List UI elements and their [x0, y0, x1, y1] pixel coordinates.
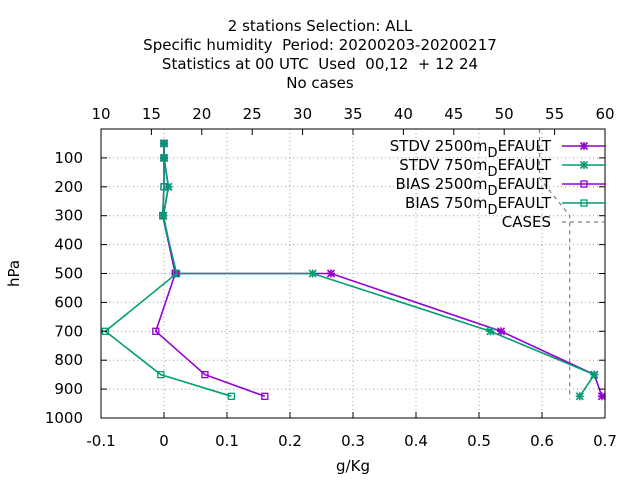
- marker-box: [159, 212, 167, 220]
- marker-box: [261, 392, 269, 400]
- square-marker: [172, 269, 181, 278]
- legend-entry: STDV 2500mDEFAULT: [390, 137, 606, 161]
- square-marker: [159, 212, 167, 220]
- marker-box: [160, 183, 168, 191]
- x-tick-label: -0.1: [86, 432, 115, 450]
- title-line-2: Specific humidity Period: 20200203-20200…: [143, 36, 497, 54]
- y-axis-label: hPa: [5, 260, 23, 287]
- x-tick-label: 0.4: [404, 432, 428, 450]
- legend-label-tail: EFAULT: [498, 194, 552, 212]
- x2-tick-label: 50: [495, 105, 514, 123]
- square-marker: [580, 180, 588, 188]
- legend-label-subscript: D: [488, 146, 498, 161]
- legend-label-main: BIAS 2500m: [395, 175, 487, 193]
- x2-tick-label: 55: [545, 105, 564, 123]
- legend-entry: BIAS 2500mDEFAULT: [395, 175, 606, 199]
- x-axis-label: g/Kg: [336, 457, 370, 475]
- legend-label: CASES: [502, 213, 551, 231]
- x-tick-label: 0: [159, 432, 169, 450]
- square-marker: [160, 139, 168, 148]
- legend-label: STDV 2500mDEFAULT: [390, 137, 552, 161]
- x2-tick-label: 45: [444, 105, 463, 123]
- y-tick-label: 600: [54, 293, 83, 311]
- marker-box: [201, 370, 209, 379]
- y-tick-label: 900: [54, 380, 83, 398]
- marker-box: [580, 199, 588, 207]
- x-tick-label: 0.7: [593, 432, 617, 450]
- title-line-1: 2 stations Selection: ALL: [227, 17, 413, 35]
- series-layer: [101, 129, 606, 401]
- marker-box: [580, 180, 588, 188]
- star-marker: [579, 160, 589, 170]
- y-tick-label: 200: [54, 178, 83, 196]
- legend-label-main: STDV 2500m: [390, 137, 488, 155]
- marker-box: [160, 154, 168, 162]
- legend-label-tail: EFAULT: [498, 137, 552, 155]
- marker-box: [227, 392, 236, 400]
- square-marker: [160, 154, 168, 162]
- x-tick-label: 0.6: [530, 432, 554, 450]
- x2-tick-label: 30: [293, 105, 312, 123]
- marker-box: [160, 139, 168, 148]
- y-tick-label: 300: [54, 207, 83, 225]
- marker-box: [152, 327, 160, 335]
- marker-box: [172, 269, 181, 278]
- square-marker: [201, 370, 209, 379]
- square-marker: [261, 392, 269, 400]
- legend-entry: CASES: [502, 213, 606, 231]
- legend-label: BIAS 2500mDEFAULT: [395, 175, 551, 199]
- star-marker: [326, 269, 336, 278]
- x-tick-label: 0.5: [467, 432, 491, 450]
- x2-tick-label: 25: [243, 105, 262, 123]
- x2-tick-label: 60: [595, 105, 614, 123]
- x2-tick-label: 15: [142, 105, 161, 123]
- star-marker: [575, 392, 584, 401]
- y-tick-label: 1000: [45, 409, 83, 427]
- square-marker: [152, 327, 160, 335]
- star-marker: [308, 269, 317, 278]
- star-marker: [164, 182, 173, 191]
- y-tick-label: 400: [54, 236, 83, 254]
- series-line: [104, 143, 232, 398]
- y-tick-label: 500: [54, 265, 83, 283]
- legend-label: BIAS 750mDEFAULT: [405, 194, 552, 218]
- ticks-layer: -0.1 0 0.1 0.2 0.3 0.4 0.5 0.6 0.7 10 15 20 25 30 35 40…: [45, 105, 617, 450]
- square-marker: [157, 370, 165, 379]
- y-tick-label: 100: [54, 149, 83, 167]
- star-marker: [590, 370, 599, 379]
- x2-tick-label: 40: [394, 105, 413, 123]
- star-marker: [496, 327, 506, 336]
- legend-label-main: BIAS 750m: [405, 194, 488, 212]
- x2-tick-label: 20: [192, 105, 211, 123]
- chart-title: 2 stations Selection: ALL Specific humid…: [0, 17, 640, 93]
- star-marker: [486, 327, 495, 336]
- x2-tick-label: 35: [343, 105, 362, 123]
- cases-line: [538, 129, 571, 400]
- x2-tick-label: 10: [91, 105, 110, 123]
- x-tick-label: 0.2: [278, 432, 302, 450]
- legend-label-subscript: D: [488, 203, 498, 218]
- marker-box: [157, 370, 165, 379]
- square-marker: [160, 183, 168, 191]
- legend-label-tail: EFAULT: [498, 156, 552, 174]
- legend-label-subscript: D: [488, 165, 498, 180]
- x-tick-label: 0.1: [215, 432, 239, 450]
- x-tick-label: 0.3: [341, 432, 365, 450]
- legend-entry: STDV 750mDEFAULT: [399, 156, 606, 180]
- legend-label-tail: EFAULT: [498, 175, 552, 193]
- y-tick-label: 700: [54, 322, 83, 340]
- legend-label-main: STDV 750m: [399, 156, 487, 174]
- legend-label: STDV 750mDEFAULT: [399, 156, 552, 180]
- square-marker: [580, 199, 588, 207]
- legend-entry: BIAS 750mDEFAULT: [405, 194, 606, 218]
- title-line-4: No cases: [286, 74, 354, 92]
- legend-label-subscript: D: [488, 184, 498, 199]
- legend-label-main: CASES: [502, 213, 551, 231]
- title-line-3: Statistics at 00 UTC Used 00,12 + 12 24: [161, 55, 479, 73]
- square-marker: [227, 392, 236, 400]
- y-tick-label: 800: [54, 351, 83, 369]
- star-marker: [579, 141, 589, 151]
